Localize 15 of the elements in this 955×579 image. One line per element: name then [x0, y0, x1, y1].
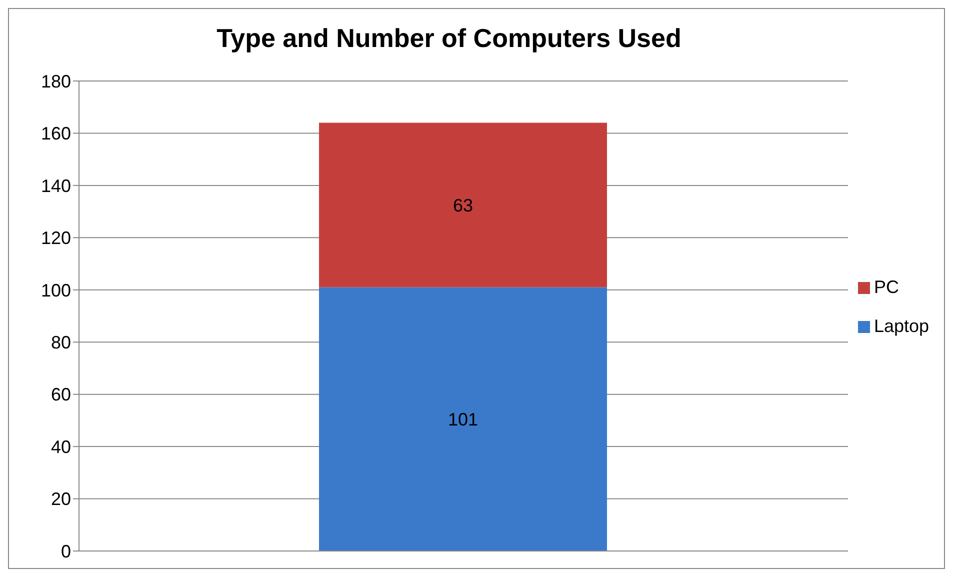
y-tick-label: 140 — [40, 176, 71, 196]
y-tick-label: 20 — [50, 489, 71, 510]
y-tick-label: 60 — [50, 384, 71, 405]
legend-label: Laptop — [874, 316, 929, 337]
data-label: 63 — [452, 195, 474, 216]
y-tick-label: 180 — [40, 71, 71, 92]
y-tick-label: 160 — [40, 124, 71, 144]
y-tick-label: 0 — [60, 541, 71, 562]
legend-label: PC — [874, 277, 899, 298]
y-tick-label: 80 — [50, 332, 71, 352]
y-tick-label: 100 — [40, 280, 71, 300]
y-tick-label: 120 — [40, 228, 71, 248]
chart-title: Type and Number of Computers Used — [216, 23, 682, 54]
y-tick-label: 40 — [50, 436, 71, 457]
data-label: 101 — [448, 410, 478, 430]
